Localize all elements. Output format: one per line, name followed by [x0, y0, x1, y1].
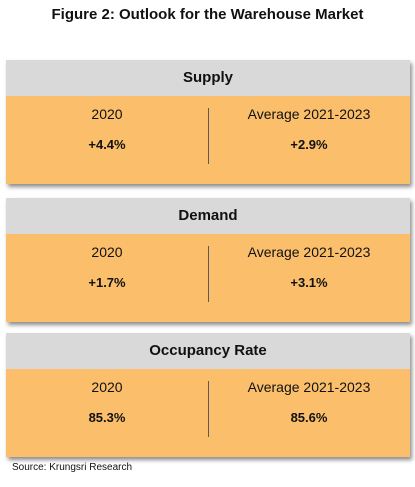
panel-heading: Demand — [6, 198, 410, 234]
panel-body: 2020 85.3% Average 2021-2023 85.6% — [6, 369, 410, 457]
column-divider — [208, 108, 209, 164]
column-label: Average 2021-2023 — [247, 106, 371, 122]
average-column: Average 2021-2023 +3.1% — [208, 234, 410, 322]
column-value: +4.4% — [88, 137, 126, 152]
panel-body: 2020 +1.7% Average 2021-2023 +3.1% — [6, 234, 410, 322]
column-label: 2020 — [91, 244, 123, 260]
average-column: Average 2021-2023 +2.9% — [208, 96, 410, 184]
column-label: 2020 — [91, 106, 123, 122]
column-label: 2020 — [91, 379, 123, 395]
column-divider — [208, 381, 209, 437]
panel-heading: Supply — [6, 60, 410, 96]
column-label: Average 2021-2023 — [247, 244, 371, 260]
column-value: +1.7% — [88, 275, 126, 290]
panel-body: 2020 +4.4% Average 2021-2023 +2.9% — [6, 96, 410, 184]
occupancy-rate-panel: Occupancy Rate 2020 85.3% Average 2021-2… — [6, 333, 410, 457]
year-2020-column: 2020 85.3% — [6, 369, 208, 457]
source-note: Source: Krungsri Research — [12, 462, 133, 473]
column-value: +3.1% — [290, 275, 328, 290]
average-column: Average 2021-2023 85.6% — [208, 369, 410, 457]
column-value: +2.9% — [290, 137, 328, 152]
year-2020-column: 2020 +4.4% — [6, 96, 208, 184]
demand-panel: Demand 2020 +1.7% Average 2021-2023 +3.1… — [6, 198, 410, 322]
column-value: 85.6% — [290, 410, 328, 425]
column-label: Average 2021-2023 — [247, 379, 371, 395]
panel-heading: Occupancy Rate — [6, 333, 410, 369]
supply-panel: Supply 2020 +4.4% Average 2021-2023 +2.9… — [6, 60, 410, 184]
year-2020-column: 2020 +1.7% — [6, 234, 208, 322]
column-divider — [208, 246, 209, 302]
column-value: 85.3% — [88, 410, 126, 425]
figure-title: Figure 2: Outlook for the Warehouse Mark… — [51, 6, 364, 23]
